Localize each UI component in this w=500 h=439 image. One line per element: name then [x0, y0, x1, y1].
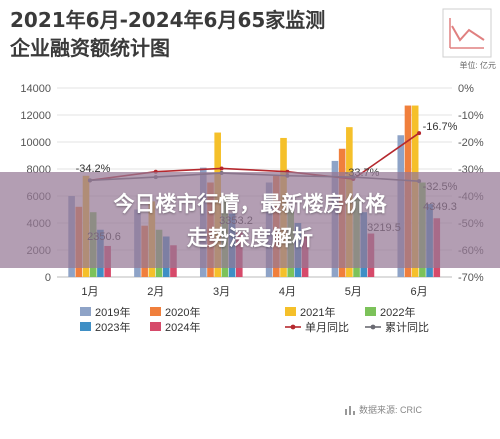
legend-line-marker [370, 324, 376, 330]
source-text: 数据来源: CRIC [359, 405, 423, 415]
y-tick-label: 10000 [20, 137, 51, 149]
legend-label: 2023年 [95, 320, 130, 334]
x-tick-label: 1月 [81, 286, 98, 298]
x-tick-label: 2月 [147, 286, 164, 298]
chart-title-line1: 2021年6月-2024年6月65家监测 [10, 8, 326, 32]
line-point [219, 166, 224, 171]
legend-line-marker [290, 324, 296, 330]
legend-label: 累计同比 [385, 321, 429, 334]
legend-label: 2022年 [380, 305, 415, 319]
x-tick-label: 4月 [279, 286, 296, 298]
legend-swatch [80, 307, 91, 316]
source: 数据来源: CRIC [345, 403, 422, 416]
legend: 2019年 2020年 2021年 2022年 2023年 2024年 单月同比 累计同比 [80, 305, 429, 334]
y-tick-label: 12000 [20, 110, 51, 122]
y2-tick-label: -20% [458, 137, 484, 149]
y-tick-label: 14000 [20, 83, 51, 95]
legend-swatch [365, 307, 376, 316]
y2-tick-label: -10% [458, 110, 484, 122]
chart-title-line2: 企业融资额统计图 [10, 36, 170, 60]
headline-line1: 今日楼市行情，最新楼房价格 [113, 192, 387, 216]
x-tick-label: 6月 [411, 286, 428, 298]
logo-chart-icon [442, 8, 492, 58]
headline-banner [0, 172, 500, 268]
headline-line2: 走势深度解析 [187, 226, 313, 250]
unit-label: 单位: 亿元 [459, 61, 496, 70]
legend-label: 2024年 [165, 320, 200, 334]
y-tick-label: 0 [45, 272, 51, 284]
legend-swatch [150, 322, 161, 331]
x-tick-label: 3月 [213, 286, 230, 298]
legend-swatch [150, 307, 161, 316]
chart-title: 2021年6月-2024年6月65家监测 企业融资额统计图 [10, 6, 430, 62]
line-point [417, 131, 422, 136]
chart-icon [345, 405, 355, 415]
data-label: -16.7% [423, 121, 458, 133]
legend-label: 2019年 [95, 305, 130, 319]
y2-tick-label: 0% [458, 83, 474, 95]
legend-label: 单月同比 [305, 321, 349, 334]
legend-swatch [285, 307, 296, 316]
x-tick-label: 5月 [345, 286, 362, 298]
y2-tick-label: -70% [458, 272, 484, 284]
x-axis: 1月 2月 3月 4月 5月 6月 [81, 286, 427, 298]
legend-swatch [80, 322, 91, 331]
legend-label: 2021年 [300, 305, 335, 319]
legend-label: 2020年 [165, 305, 200, 319]
